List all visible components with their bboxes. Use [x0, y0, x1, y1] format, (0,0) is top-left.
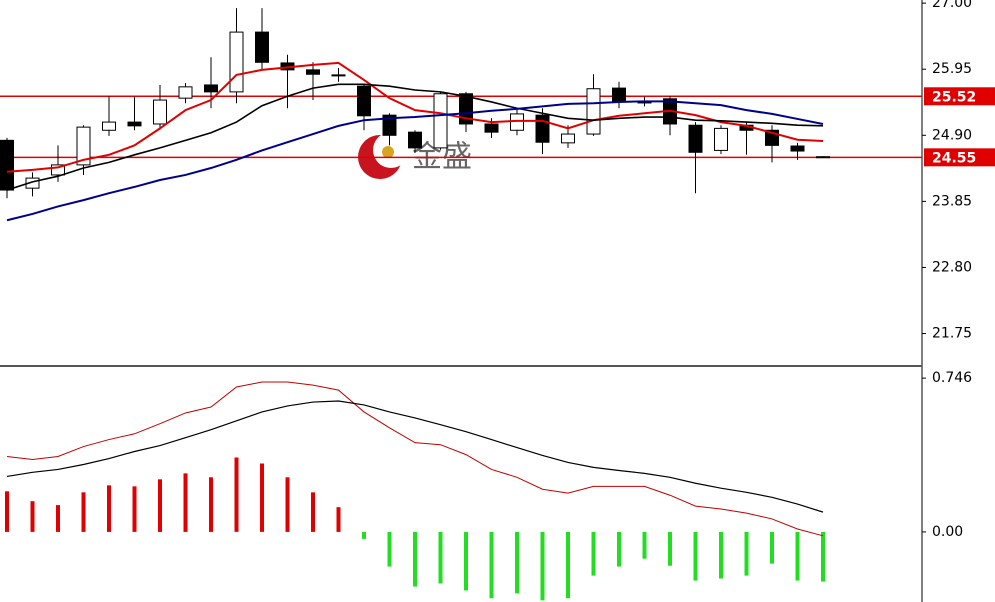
candle-body [357, 85, 371, 117]
candle-body [382, 114, 397, 136]
candle-body [153, 99, 167, 125]
y-tick-label: 27.00 [932, 0, 972, 11]
candle-body [459, 93, 473, 125]
candle-body [714, 127, 728, 151]
candle-body [816, 156, 830, 159]
candle-body [612, 87, 626, 103]
candle-body [76, 126, 91, 166]
candle-body [433, 93, 448, 149]
candle-body [306, 69, 320, 75]
candle-body [0, 139, 14, 191]
candle-body [102, 121, 116, 131]
price-label-bg [924, 87, 995, 106]
price-label: 25.52 [932, 89, 976, 105]
candle-body [586, 88, 601, 135]
candle-body [229, 31, 244, 93]
price-label: 24.55 [932, 150, 976, 166]
y-tick-label: 21.75 [932, 326, 972, 342]
y-tick-label: 25.95 [932, 61, 972, 77]
candle-body [204, 84, 218, 93]
candle-body [688, 124, 703, 153]
y-tick-label: 24.90 [932, 127, 972, 143]
y-tick-label: 0.00 [932, 524, 963, 540]
indicator-line [6, 61, 824, 173]
price-label-bg [924, 148, 995, 167]
candle-body [510, 113, 524, 131]
candle-body [255, 31, 269, 63]
candle-body [561, 133, 575, 144]
candle-body [790, 145, 805, 152]
candle-body [331, 74, 346, 77]
candle-body [178, 86, 193, 99]
candle-body [51, 164, 65, 176]
indicator-line [6, 100, 824, 222]
indicator-line [6, 400, 824, 513]
candle-body [535, 114, 550, 143]
y-tick-label: 22.80 [932, 259, 972, 275]
y-tick-label: 23.85 [932, 193, 972, 209]
indicator-line [6, 83, 824, 191]
y-tick-label: 0.746 [932, 370, 972, 386]
candle-body [127, 121, 142, 127]
candle-body [484, 123, 499, 133]
indicator-line [6, 381, 824, 537]
candle-body [408, 131, 422, 149]
